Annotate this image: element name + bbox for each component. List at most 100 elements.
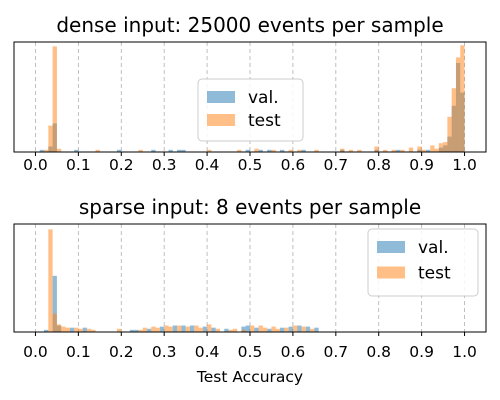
test-bar [207, 149, 212, 152]
x-tick-label: 0.9 [409, 343, 434, 361]
val-bar [82, 327, 87, 332]
test-bar [391, 149, 396, 152]
val-bar [159, 326, 165, 332]
test-bar [310, 328, 315, 332]
test-bar [44, 149, 49, 152]
test-bar [400, 149, 405, 152]
legend-swatch-test [207, 114, 235, 126]
test-bar [151, 326, 156, 332]
val-bar [151, 149, 156, 152]
test-bar [207, 324, 212, 332]
test-bar [460, 45, 465, 152]
test-bar [237, 149, 242, 152]
test-bar [284, 327, 289, 332]
x-tick-label: 0.8 [366, 156, 391, 174]
legend-label-test: test [418, 264, 451, 284]
val-bar [288, 326, 293, 332]
test-bar [357, 149, 362, 152]
val-bar [69, 327, 75, 332]
val-bar [189, 325, 195, 332]
x-tick-label: 0.6 [281, 343, 306, 361]
test-bar [455, 57, 461, 152]
val-bar [44, 329, 49, 332]
x-tick-label: 0.5 [238, 156, 263, 174]
sparse-histogram-panel: sparse input: 8 events per sample Test A… [13, 195, 487, 386]
test-bar [168, 326, 173, 332]
test-bar [447, 116, 452, 152]
test-bar [301, 326, 306, 332]
val-bar [280, 327, 285, 332]
val-bar [280, 149, 285, 152]
x-tick-label: 0.9 [409, 156, 434, 174]
x-tick-label: 0.1 [66, 156, 91, 174]
test-bar [348, 149, 353, 152]
legend-label-test: test [248, 111, 281, 131]
test-bar [65, 327, 70, 332]
legend: val. test [197, 78, 304, 142]
val-bar [177, 149, 182, 152]
dense-histogram-panel: dense input: 25000 events per sample 0.0… [13, 13, 487, 174]
val-bar [241, 326, 246, 332]
x-tick-label: 1.0 [452, 343, 477, 361]
val-bar [116, 149, 122, 152]
x-tick-label: 0.5 [238, 343, 263, 361]
test-bar [116, 328, 122, 332]
x-axis-label: Test Accuracy [196, 368, 303, 386]
test-bar [443, 142, 448, 152]
test-bar [74, 327, 79, 332]
test-bar [185, 326, 190, 332]
test-bar [56, 324, 62, 332]
test-bar [48, 229, 53, 332]
val-bar [254, 327, 259, 332]
val-bar [267, 328, 272, 332]
test-bar [271, 326, 276, 332]
test-bar [250, 325, 255, 332]
val-bar [305, 326, 311, 332]
test-bar [48, 125, 53, 152]
val-bar [168, 149, 173, 152]
test-bar [340, 148, 345, 152]
test-bar [52, 46, 57, 152]
val-bar [258, 149, 263, 152]
test-bar [177, 325, 182, 332]
test-bar [271, 149, 276, 152]
legend-swatch-val [377, 241, 405, 253]
test-bar [383, 149, 388, 152]
test-bar [438, 143, 444, 152]
val-bar [314, 327, 319, 332]
test-bar [164, 325, 169, 332]
val-bar [245, 325, 250, 332]
val-bar [245, 149, 250, 152]
test-bar [451, 88, 456, 152]
test-bar [95, 149, 100, 152]
x-tick-label: 0.4 [195, 343, 220, 361]
test-bar [138, 329, 143, 332]
val-bar [172, 325, 178, 332]
val-bar [301, 149, 306, 152]
test-bar [138, 149, 143, 152]
test-bar [258, 325, 263, 332]
x-tick-label: 0.7 [323, 343, 348, 361]
x-tick-label: 0.3 [152, 343, 177, 361]
test-bar [314, 149, 319, 152]
test-bar [417, 146, 422, 152]
legend-swatch-test [377, 266, 405, 279]
val-bar [129, 329, 135, 332]
legend: val. test [367, 228, 479, 297]
x-tick-label: 0.8 [366, 343, 391, 361]
val-bar [297, 325, 302, 332]
test-bar [421, 149, 426, 152]
x-tick-label: 0.0 [23, 156, 48, 174]
val-bar [181, 325, 186, 332]
x-tick-label: 0.3 [152, 156, 177, 174]
test-bar [434, 148, 439, 152]
val-bar [425, 149, 431, 152]
test-bar [292, 325, 298, 332]
test-bar [86, 328, 92, 332]
test-bar [142, 327, 148, 332]
x-tick-label: 0.2 [109, 156, 134, 174]
test-bar [374, 146, 379, 152]
val-bar [267, 149, 272, 152]
test-bar [198, 327, 203, 332]
